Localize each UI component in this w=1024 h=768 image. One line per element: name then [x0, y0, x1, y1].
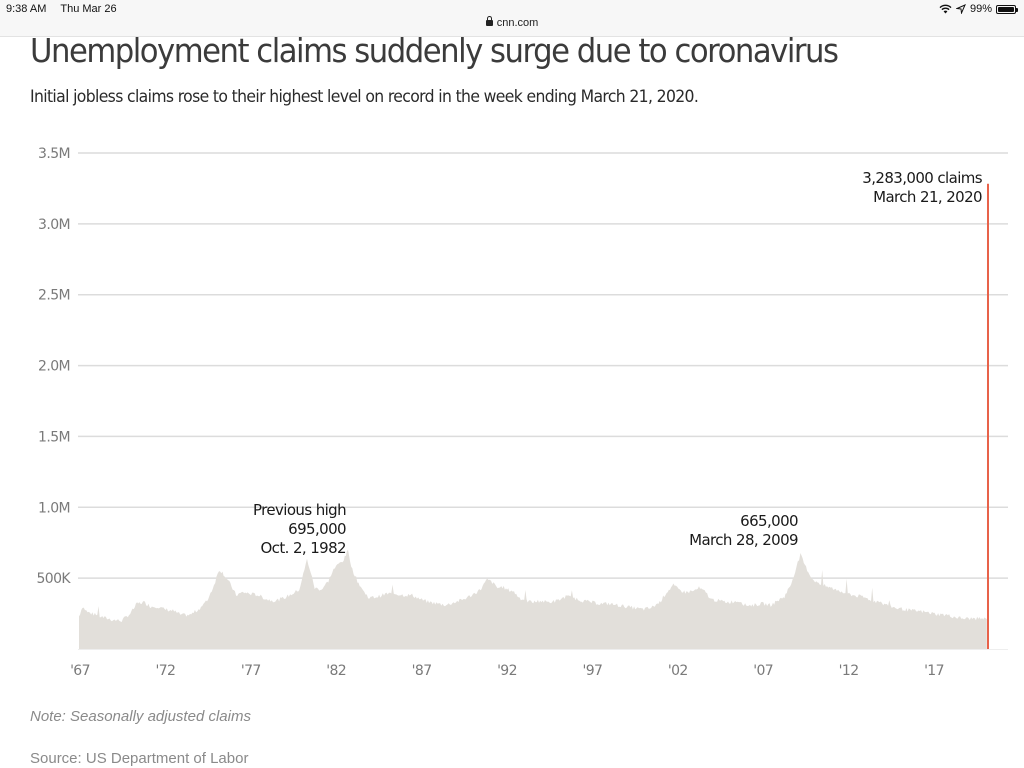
x-tick-label: '02: [668, 663, 688, 679]
area-series: [79, 183, 989, 649]
battery-percent: 99%: [969, 3, 992, 15]
record-week-bar: [986, 183, 989, 649]
battery-level: [998, 6, 1014, 12]
x-tick-label: '72: [155, 663, 175, 679]
url-bar[interactable]: cnn.com: [0, 16, 1024, 29]
battery-tip: [1016, 7, 1018, 12]
annotation-line: 3,283,000 claims: [862, 169, 982, 187]
y-tick-label: 1.5M: [38, 429, 70, 445]
y-tick-label: 1.0M: [38, 500, 70, 516]
x-axis-ticks: '67 '72 '77 '82 '87 '92 '97 '02 '07 '12 '17: [70, 663, 944, 679]
x-tick-label: '82: [326, 663, 346, 679]
x-tick-label: '92: [497, 663, 517, 679]
x-tick-label: '77: [241, 663, 261, 679]
x-tick-label: '12: [839, 663, 859, 679]
annotation-line: March 28, 2009: [689, 531, 798, 549]
location-arrow-icon: [955, 4, 966, 14]
gridlines: [78, 152, 1008, 650]
wifi-icon: [939, 4, 952, 14]
x-tick-label: '07: [753, 663, 773, 679]
jobless-claims-chart: 500K 1.0M 1.5M 2.0M 2.5M 3.0M 3.5M '67 '72 '77 '8…: [36, 146, 1008, 679]
x-tick-label: '97: [582, 663, 602, 679]
y-tick-label: 3.0M: [38, 217, 70, 233]
annotation-line: 695,000: [288, 520, 346, 538]
y-tick-label: 500K: [36, 571, 71, 587]
x-tick-label: '67: [70, 663, 90, 679]
x-tick-label: '17: [924, 663, 944, 679]
y-tick-label: 2.0M: [38, 359, 70, 375]
y-axis-ticks: 500K 1.0M 1.5M 2.0M 2.5M 3.0M 3.5M: [36, 146, 72, 587]
annotation-line: Oct. 2, 1982: [260, 539, 346, 557]
url-text: cnn.com: [496, 17, 539, 29]
status-date: Thu Mar 26: [60, 3, 117, 15]
battery-icon: [996, 4, 1018, 14]
status-bar: 9:38 AM Thu Mar 26 cnn.com 99%: [0, 0, 1024, 37]
status-indicators: 99%: [939, 3, 1018, 15]
status-time: 9:38 AM Thu Mar 26: [6, 3, 117, 15]
chart-note: Note: Seasonally adjusted claims: [30, 708, 251, 725]
claims-area: [79, 549, 987, 649]
y-tick-label: 2.5M: [38, 288, 70, 304]
chart-title: Unemployment claims suddenly surge due t…: [30, 31, 839, 70]
y-tick-label: 3.5M: [38, 146, 70, 162]
annotation-line: March 21, 2020: [873, 188, 982, 206]
annotation-line: Previous high: [253, 501, 346, 519]
chart-source: Source: US Department of Labor: [30, 750, 249, 767]
lock-icon: [485, 16, 493, 26]
x-tick-label: '87: [412, 663, 432, 679]
annotation-line: 665,000: [740, 512, 798, 530]
clock-time: 9:38 AM: [6, 3, 47, 15]
chart-subtitle: Initial jobless claims rose to their hig…: [30, 87, 699, 107]
